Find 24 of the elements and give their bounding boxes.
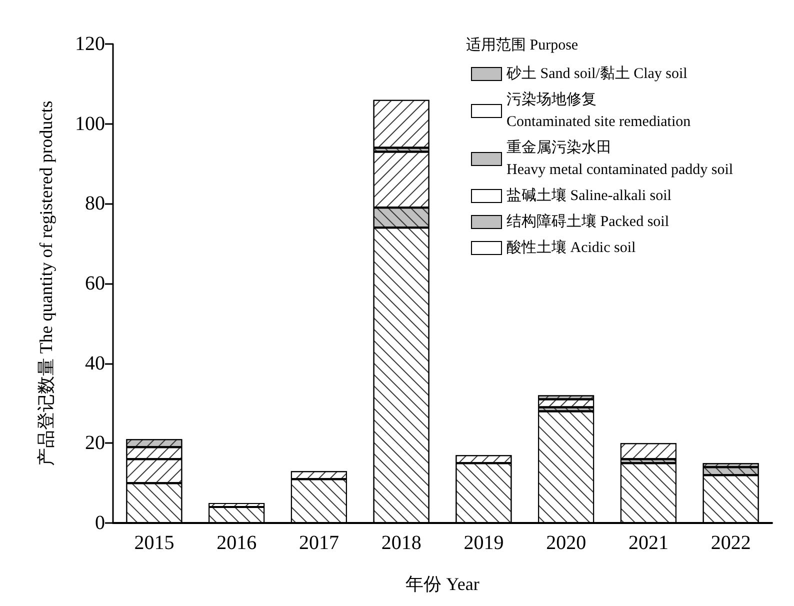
y-tick-label: 20 — [85, 432, 105, 454]
x-tick-label: 2021 — [628, 532, 668, 554]
legend-label: 砂土 Sand soil/黏土 Clay soil — [506, 65, 688, 82]
x-tick-label: 2020 — [546, 532, 586, 554]
y-tick-label: 60 — [85, 272, 105, 294]
legend-label: 结构障碍土壤 Packed soil — [506, 213, 669, 230]
x-tick-label: 2019 — [464, 532, 504, 554]
x-tick-label: 2016 — [216, 532, 257, 554]
y-tick-label: 120 — [75, 33, 105, 55]
x-axis-title: 年份 Year — [406, 574, 480, 594]
x-tick-label: 2018 — [381, 532, 422, 554]
y-tick-label: 0 — [95, 512, 105, 534]
x-tick-label: 2017 — [298, 532, 339, 554]
legend-label: 重金属污染水田 Heavy metal contaminated paddy soil — [506, 139, 734, 178]
legend-label: 盐碱土壤 Saline-alkali soil — [506, 187, 672, 204]
y-tick-label: 40 — [85, 352, 105, 374]
y-axis-title: 产品登记数量 The quantity of registered products — [36, 100, 56, 466]
legend-label: 酸性土壤 Acidic soil — [506, 239, 636, 256]
x-tick-label: 2015 — [134, 532, 174, 554]
x-tick-label: 2022 — [710, 532, 751, 554]
y-tick-label: 80 — [85, 192, 105, 215]
y-tick-label: 100 — [75, 112, 105, 135]
legend-title: 适用范围 Purpose — [466, 36, 578, 54]
legend-label: 污染场地修复 Contaminated site remediation — [506, 91, 692, 130]
